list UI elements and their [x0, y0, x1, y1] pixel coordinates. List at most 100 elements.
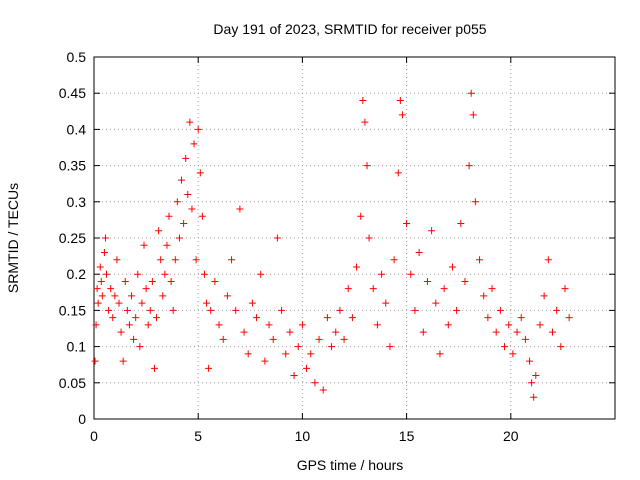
data-point	[115, 299, 123, 307]
data-point	[134, 270, 142, 278]
data-point	[457, 220, 465, 228]
data-point	[328, 343, 336, 351]
data-point	[513, 328, 521, 336]
x-tick-label: 20	[503, 428, 519, 444]
data-point	[357, 212, 365, 220]
data-points	[91, 89, 573, 401]
y-tick-label: 0.1	[67, 339, 87, 355]
data-point	[236, 205, 244, 213]
data-point	[398, 111, 406, 119]
data-point	[138, 299, 146, 307]
data-point	[390, 256, 398, 264]
x-axis-ticks: 0 5 10 15 20	[90, 57, 519, 444]
data-point	[492, 328, 500, 336]
data-point	[407, 270, 415, 278]
data-point	[323, 314, 331, 322]
data-point	[298, 321, 306, 329]
data-point	[165, 212, 173, 220]
data-point	[286, 328, 294, 336]
data-point	[359, 96, 367, 104]
x-axis-label: GPS time / hours	[297, 457, 404, 473]
data-point	[180, 220, 188, 228]
data-point	[532, 372, 540, 380]
data-point	[100, 248, 108, 256]
data-point	[142, 285, 150, 293]
data-point	[244, 350, 252, 358]
data-point	[159, 292, 167, 300]
data-point	[207, 306, 215, 314]
y-tick-label: 0.4	[67, 121, 87, 137]
data-point	[476, 256, 484, 264]
y-axis-ticks: 0 0.05 0.1 0.15 0.2 0.25 0.3 0.35 0.4 0.45 0.5	[59, 49, 615, 427]
data-point	[544, 256, 552, 264]
data-point	[505, 321, 513, 329]
data-point	[528, 379, 536, 387]
data-point	[465, 162, 473, 170]
data-point	[480, 292, 488, 300]
y-tick-label: 0.45	[59, 85, 86, 101]
x-tick-label: 15	[399, 428, 415, 444]
data-point	[125, 321, 133, 329]
data-point	[382, 299, 390, 307]
data-point	[373, 321, 381, 329]
y-tick-label: 0.3	[67, 194, 87, 210]
data-point	[173, 198, 181, 206]
data-point	[319, 386, 327, 394]
x-tick-label: 5	[194, 428, 202, 444]
data-point	[103, 270, 111, 278]
data-point	[211, 277, 219, 285]
data-point	[92, 321, 100, 329]
data-point	[361, 118, 369, 126]
data-point	[394, 169, 402, 177]
data-point	[282, 350, 290, 358]
data-point	[471, 198, 479, 206]
data-point	[200, 270, 208, 278]
data-point	[415, 248, 423, 256]
data-point	[107, 285, 115, 293]
data-point	[105, 306, 113, 314]
data-point	[175, 234, 183, 242]
data-point	[261, 357, 269, 365]
data-point	[136, 343, 144, 351]
data-point	[182, 154, 190, 162]
data-point	[363, 162, 371, 170]
data-point	[132, 314, 140, 322]
data-point	[353, 263, 361, 271]
grid-lines	[94, 57, 615, 419]
data-point	[96, 263, 104, 271]
data-point	[432, 299, 440, 307]
data-point	[365, 234, 373, 242]
data-point	[428, 227, 436, 235]
data-point	[403, 220, 411, 228]
data-point	[453, 306, 461, 314]
y-tick-label: 0.2	[67, 266, 87, 282]
data-point	[144, 321, 152, 329]
data-point	[396, 96, 404, 104]
y-tick-label: 0.35	[59, 158, 86, 174]
data-point	[150, 364, 158, 372]
data-point	[484, 314, 492, 322]
data-point	[192, 256, 200, 264]
data-point	[540, 292, 548, 300]
y-tick-label: 0.15	[59, 302, 86, 318]
data-point	[419, 328, 427, 336]
data-point	[232, 306, 240, 314]
data-point	[340, 335, 348, 343]
data-point	[113, 256, 121, 264]
data-point	[509, 350, 517, 358]
data-point	[117, 328, 125, 336]
data-point	[488, 285, 496, 293]
data-point	[148, 277, 156, 285]
data-point	[155, 227, 163, 235]
data-point	[294, 343, 302, 351]
data-point	[130, 335, 138, 343]
data-point	[153, 314, 161, 322]
data-point	[526, 357, 534, 365]
data-point	[307, 350, 315, 358]
data-point	[196, 169, 204, 177]
data-point	[461, 277, 469, 285]
data-point	[128, 292, 136, 300]
data-point	[93, 285, 101, 293]
data-point	[436, 350, 444, 358]
